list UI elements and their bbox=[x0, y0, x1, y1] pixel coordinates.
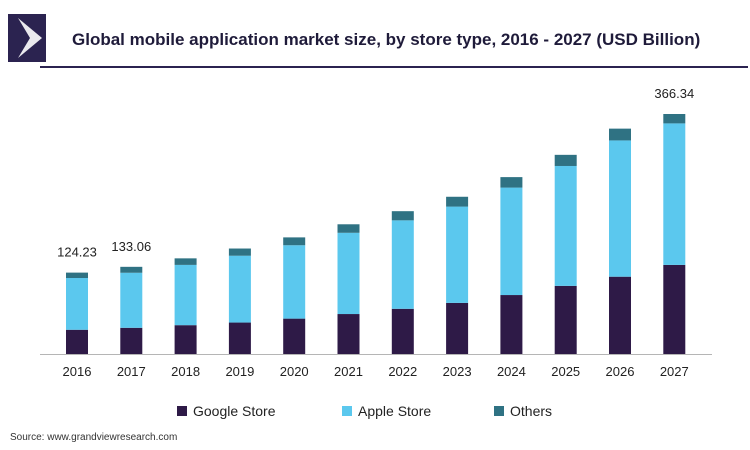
bar-others-2016 bbox=[66, 272, 88, 279]
x-tick-label-2027: 2027 bbox=[660, 364, 689, 379]
bar-others-2017 bbox=[120, 266, 143, 273]
bar-google-2024 bbox=[500, 295, 523, 354]
bar-google-2025 bbox=[554, 285, 577, 354]
legend-swatch-google bbox=[177, 406, 187, 416]
bar-others-2018 bbox=[174, 258, 197, 265]
x-tick-label-2024: 2024 bbox=[497, 364, 526, 379]
legend-swatch-apple bbox=[342, 406, 352, 416]
bar-apple-2016 bbox=[66, 278, 88, 330]
x-tick-label-2022: 2022 bbox=[388, 364, 417, 379]
bar-others-2025 bbox=[554, 154, 577, 166]
legend: Google Store Apple Store Others bbox=[0, 402, 750, 422]
x-tick-label-2016: 2016 bbox=[63, 364, 92, 379]
bar-google-2016 bbox=[66, 329, 88, 354]
x-tick-label-2017: 2017 bbox=[117, 364, 146, 379]
bar-others-2022 bbox=[391, 211, 414, 221]
legend-item-others: Others bbox=[494, 402, 552, 420]
chart-title: Global mobile application market size, b… bbox=[72, 30, 701, 49]
data-label-2027: 366.34 bbox=[654, 86, 694, 101]
bar-apple-2019 bbox=[228, 255, 251, 323]
bar-apple-2026 bbox=[609, 140, 631, 277]
title-divider bbox=[40, 66, 748, 68]
data-label-2017: 133.06 bbox=[111, 239, 151, 254]
bar-others-2024 bbox=[500, 177, 523, 188]
legend-item-google: Google Store bbox=[177, 402, 276, 420]
bar-apple-2024 bbox=[500, 187, 523, 296]
x-tick-label-2023: 2023 bbox=[443, 364, 472, 379]
legend-label-apple: Apple Store bbox=[358, 403, 432, 419]
header: Global mobile application market size, b… bbox=[0, 0, 750, 78]
x-tick-label-2021: 2021 bbox=[334, 364, 363, 379]
bar-apple-2025 bbox=[554, 165, 577, 286]
bar-apple-2021 bbox=[337, 232, 360, 315]
bar-google-2021 bbox=[337, 314, 360, 354]
bar-google-2022 bbox=[391, 308, 414, 354]
x-tick-label-2018: 2018 bbox=[171, 364, 200, 379]
bar-others-2020 bbox=[283, 237, 306, 246]
bar-google-2027 bbox=[663, 264, 686, 354]
bar-apple-2017 bbox=[120, 272, 143, 328]
bar-others-2019 bbox=[228, 248, 251, 256]
x-tick-label-2026: 2026 bbox=[606, 364, 635, 379]
bar-google-2026 bbox=[609, 276, 631, 354]
bar-google-2017 bbox=[120, 327, 143, 354]
data-label-2016: 124.23 bbox=[57, 245, 97, 260]
source-note: Source: www.grandviewresearch.com bbox=[10, 432, 178, 443]
x-tick-label-2025: 2025 bbox=[551, 364, 580, 379]
bar-google-2020 bbox=[283, 318, 306, 354]
bar-google-2019 bbox=[228, 322, 251, 354]
bar-others-2026 bbox=[609, 128, 631, 141]
legend-swatch-others bbox=[494, 406, 504, 416]
bar-apple-2023 bbox=[446, 206, 469, 303]
bar-google-2018 bbox=[174, 325, 197, 354]
bar-apple-2027 bbox=[663, 123, 686, 265]
legend-label-google: Google Store bbox=[193, 403, 276, 419]
bar-apple-2022 bbox=[391, 220, 414, 309]
legend-label-others: Others bbox=[510, 403, 553, 419]
x-tick-label-2020: 2020 bbox=[280, 364, 309, 379]
bar-others-2023 bbox=[446, 196, 469, 207]
x-tick-label-2019: 2019 bbox=[225, 364, 254, 379]
bar-apple-2020 bbox=[283, 245, 306, 319]
legend-item-apple: Apple Store bbox=[342, 402, 431, 420]
bar-apple-2018 bbox=[174, 264, 197, 326]
bar-google-2023 bbox=[446, 302, 469, 354]
grandviewresearch-logo-icon bbox=[8, 14, 46, 62]
bar-others-2021 bbox=[337, 224, 360, 233]
bar-others-2027 bbox=[663, 114, 686, 124]
